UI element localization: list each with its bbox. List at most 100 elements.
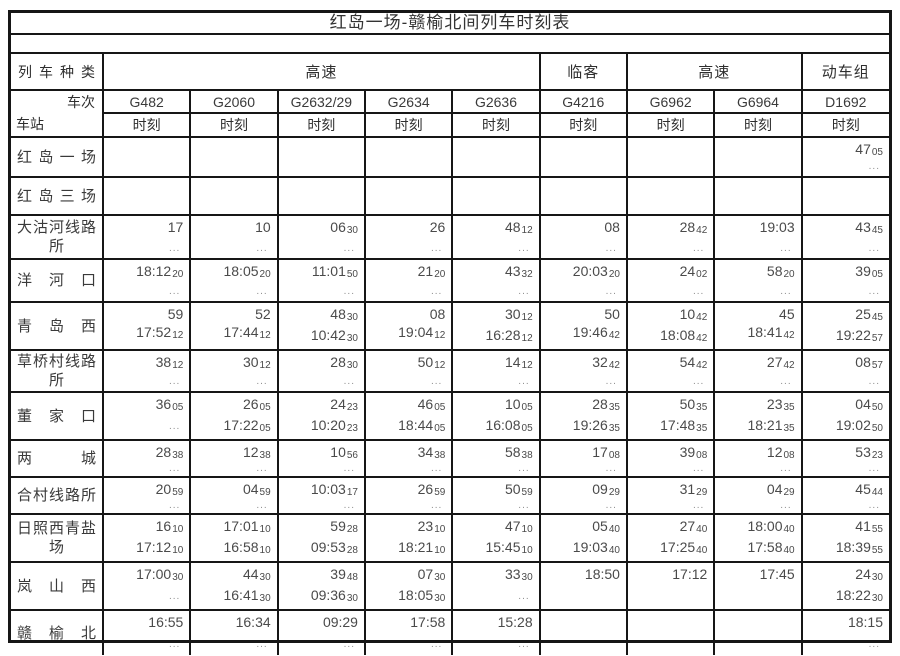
time-seconds-sub: 42 (696, 333, 708, 344)
time-main: 10:20 (310, 417, 346, 433)
time-main: 17:25 (660, 539, 696, 555)
continuation-dots: ... (780, 500, 792, 511)
time-cell-content: 5838... (453, 441, 538, 476)
time-value: 3908 (628, 443, 713, 464)
continuation-dots: ... (780, 463, 792, 474)
time-cell: 18:15... (800, 609, 889, 655)
time-value: 2742 (715, 353, 800, 374)
corner-header-cell: 车次 车站 (11, 89, 104, 138)
time-cell: 1208... (713, 439, 803, 478)
station-name: 董家口 (17, 407, 96, 425)
time-cell-content: 19:03... (715, 216, 800, 256)
time-value: 4544 (803, 480, 889, 501)
continuation-dots: ... (692, 500, 705, 511)
train-number-header: G2632/29 (276, 89, 366, 114)
continuation-dots: ... (168, 286, 181, 297)
continuation-dots: ... (692, 376, 705, 387)
time-main: 07 (417, 566, 434, 582)
time-value: 18:1220 (104, 262, 189, 283)
time-value: 26 (366, 218, 451, 236)
time-value: 1238 (191, 443, 276, 464)
time-value: 1056 (279, 443, 364, 464)
time-seconds-sub: 08 (696, 450, 708, 461)
time-main: 59 (330, 518, 346, 534)
time-cell-content: 09:29... (279, 611, 364, 652)
continuation-dots: ... (343, 376, 355, 387)
time-main: 09:29 (322, 614, 358, 630)
time-cell-content: 4345... (803, 216, 889, 256)
continuation-dots: ... (168, 591, 181, 602)
time-cell-content: 1238... (191, 441, 276, 476)
time-main: 19:22 (835, 327, 871, 343)
time-cell-content: 5059... (453, 478, 538, 513)
time-main: 48 (330, 306, 346, 322)
time-seconds-sub: 35 (783, 402, 795, 413)
time-main: 26 (429, 219, 446, 235)
time-value: 1208 (715, 443, 800, 464)
time-seconds-sub: 35 (608, 423, 620, 434)
continuation-dots: ... (256, 243, 268, 254)
continuation-dots: ... (780, 243, 792, 254)
time-cell-content: 2740 17:2540 (628, 515, 713, 561)
time-value: 0450 (803, 395, 889, 416)
time-cell-content: 2545 19:2257 (803, 303, 889, 349)
time-main: 09 (592, 481, 608, 497)
time-cell-content (453, 178, 538, 212)
time-value: 17:4412 (191, 323, 276, 344)
page-title: 红岛一场-赣榆北间列车时刻表 (11, 13, 889, 35)
station-name: 红岛三场 (17, 187, 96, 205)
time-value: 17:45 (715, 565, 800, 583)
train-number-header: G2636 (451, 89, 541, 114)
station-name: 合村线路所 (17, 487, 96, 504)
time-main: 39 (330, 566, 346, 582)
time-cell-content: 4544... (803, 478, 889, 513)
time-main: 18:21 (747, 417, 783, 433)
time-cell (276, 176, 366, 216)
time-cell-content: 4155 18:3955 (803, 515, 889, 561)
time-cell-content: 3242... (541, 351, 626, 389)
time-value: 5820 (715, 262, 800, 283)
time-cell-content (453, 138, 538, 174)
continuation-dots: ... (780, 286, 792, 297)
time-seconds-sub: 12 (521, 360, 533, 371)
time-cell-content: 16:34... (191, 611, 276, 652)
time-main: 18:22 (835, 587, 871, 603)
time-seconds-sub: 12 (259, 330, 271, 341)
time-main: 24 (679, 263, 696, 279)
time-main: 38 (155, 354, 172, 370)
time-value: 5323 (803, 443, 889, 464)
time-seconds-sub: 10 (521, 524, 533, 535)
time-cell-content (104, 138, 189, 174)
time-cell (800, 176, 889, 216)
time-cell: 2605 17:2205 (189, 391, 279, 441)
time-cell-content: 2838... (104, 441, 189, 476)
time-value: 59 (104, 305, 189, 323)
table-row: 大沽河线路所 17... 10... 0630... 26... 4812... 08...… (11, 214, 889, 260)
table-row: 青岛西 59 17:5212 52 17:4412 4830 10:4230 08 19:041… (11, 301, 889, 351)
time-main: 16:28 (485, 327, 521, 343)
time-cell-content: 4705... (803, 138, 889, 174)
time-cell-content: 3129... (628, 478, 713, 513)
time-main: 28 (592, 396, 608, 412)
time-value: 3948 (279, 565, 364, 586)
continuation-dots: ... (168, 639, 181, 650)
time-cell: 5012... (363, 349, 454, 393)
time-cell: 17:0030... (101, 561, 192, 611)
time-main: 17:12 (672, 566, 708, 582)
time-cell: 2835 19:2635 (538, 391, 628, 441)
time-seconds-sub: 20 (172, 269, 184, 280)
time-cell-content: 17... (104, 216, 189, 256)
station-label: 车站 (16, 116, 44, 132)
time-value: 1412 (453, 353, 538, 374)
station-cell: 赣榆北 (11, 609, 104, 655)
time-seconds-sub: 20 (259, 269, 271, 280)
train-number-header: G6964 (713, 89, 803, 114)
table-row: 合村线路所 2059... 0459... 10:0317... 2659... 5059… (11, 476, 889, 515)
station-cell: 岚山西 (11, 561, 104, 611)
time-value: 17:0110 (191, 517, 276, 538)
time-value: 2402 (628, 262, 713, 283)
time-main: 19:03 (759, 219, 795, 235)
time-cell: 1610 17:1210 (101, 513, 192, 563)
time-value: 09:5328 (279, 538, 364, 559)
time-seconds-sub: 30 (434, 593, 446, 604)
